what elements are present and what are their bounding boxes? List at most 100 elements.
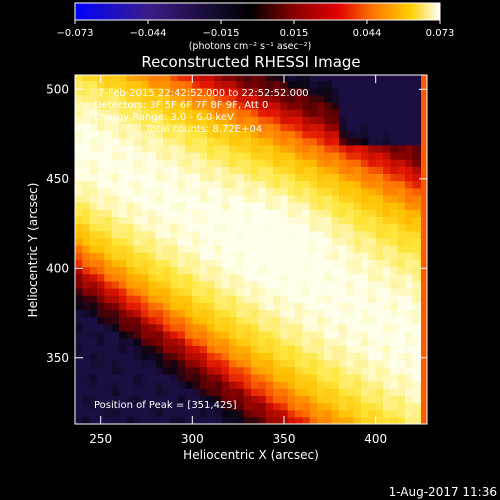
heatmap-cell	[258, 302, 267, 311]
heatmap-cell	[185, 223, 193, 232]
heatmap-cell	[133, 381, 142, 389]
heatmap-cell	[192, 202, 201, 210]
heatmap-cell	[353, 223, 362, 232]
heatmap-cell	[405, 409, 413, 418]
heatmap-cell	[243, 266, 252, 275]
heatmap-cell	[346, 101, 355, 110]
heatmap-cell	[199, 116, 208, 124]
heatmap-cell	[111, 323, 120, 332]
heatmap-cell	[104, 109, 113, 117]
heatmap-cell	[214, 180, 223, 189]
heatmap-cell	[119, 330, 127, 339]
heatmap-cell	[331, 144, 340, 153]
heatmap-cell	[236, 316, 245, 325]
heatmap-cell	[126, 116, 135, 124]
heatmap-cell	[133, 330, 142, 339]
heatmap-cell	[141, 323, 149, 332]
x-tick-label: 400	[364, 432, 387, 446]
heatmap-cell	[397, 302, 406, 311]
heatmap-cell	[368, 202, 377, 210]
heatmap-cell	[405, 352, 413, 361]
heatmap-cell	[346, 273, 355, 282]
heatmap-cell	[236, 302, 245, 311]
heatmap-cell	[412, 230, 421, 239]
heatmap-cell	[185, 309, 193, 318]
heatmap-cell	[353, 402, 362, 411]
heatmap-cell	[353, 209, 362, 217]
heatmap-cell	[390, 159, 399, 167]
heatmap-cell	[119, 338, 127, 346]
heatmap-cell	[412, 359, 421, 368]
heatmap-cell	[353, 109, 362, 117]
heatmap-cell	[75, 159, 83, 167]
heatmap-cell	[207, 395, 215, 404]
heatmap-cell	[75, 144, 83, 153]
heatmap-cell	[375, 166, 384, 175]
y-axis-label: Heliocentric Y (arcsec)	[26, 183, 40, 318]
heatmap-cell	[119, 381, 127, 389]
heatmap-cell	[287, 409, 296, 418]
heatmap-cell	[280, 230, 289, 239]
heatmap-cell	[192, 237, 201, 246]
heatmap-cell	[243, 194, 252, 203]
heatmap-cell	[346, 287, 355, 296]
heatmap-cell	[97, 388, 105, 396]
heatmap-cell	[243, 75, 252, 81]
heatmap-cell	[258, 287, 267, 296]
heatmap-cell	[346, 230, 355, 239]
heatmap-cell	[133, 109, 142, 117]
heatmap-cell	[177, 187, 186, 196]
heatmap-cell	[243, 302, 252, 311]
heatmap-cell	[309, 101, 318, 110]
heatmap-cell	[353, 216, 362, 225]
heatmap-cell	[339, 266, 347, 275]
heatmap-cell	[177, 173, 186, 182]
heatmap-cell	[97, 123, 105, 132]
heatmap-cell	[133, 166, 142, 175]
heatmap-cell	[273, 130, 281, 139]
heatmap-cell	[295, 159, 303, 167]
heatmap-cell	[273, 402, 281, 411]
heatmap-cell	[375, 345, 384, 354]
heatmap-cell	[258, 395, 267, 404]
heatmap-cell	[133, 130, 142, 139]
heatmap-cell	[133, 159, 142, 167]
heatmap-cell	[251, 409, 259, 418]
heatmap-cell	[214, 80, 223, 89]
heatmap-cell	[155, 280, 164, 289]
heatmap-cell	[375, 287, 384, 296]
heatmap-cell	[273, 266, 281, 275]
heatmap-cell	[280, 338, 289, 346]
heatmap-cell	[148, 137, 157, 146]
heatmap-cell	[243, 345, 252, 354]
heatmap-cell	[221, 209, 230, 217]
heatmap-cell	[361, 395, 369, 404]
heatmap-cell	[317, 373, 325, 382]
heatmap-cell	[141, 187, 149, 196]
heatmap-cell	[295, 109, 303, 117]
heatmap-cell	[221, 130, 230, 139]
heatmap-cell	[119, 409, 127, 418]
heatmap-cell	[353, 359, 362, 368]
heatmap-cell	[331, 237, 340, 246]
heatmap-cell	[265, 416, 274, 424]
heatmap-cell	[236, 144, 245, 153]
heatmap-cell	[97, 345, 105, 354]
heatmap-cell	[126, 287, 135, 296]
heatmap-cell	[368, 151, 377, 160]
heatmap-cell	[82, 87, 91, 96]
heatmap-cell	[346, 395, 355, 404]
heatmap-cell	[243, 402, 252, 411]
heatmap-cell	[331, 94, 340, 103]
heatmap-cell	[111, 388, 120, 396]
heatmap-cell	[287, 273, 296, 282]
heatmap-cell	[273, 109, 281, 117]
heatmap-cell	[97, 245, 105, 253]
heatmap-cell	[111, 302, 120, 311]
heatmap-cell	[331, 309, 340, 318]
heatmap-cell	[199, 75, 208, 81]
heatmap-cell	[383, 259, 391, 268]
heatmap-cell	[141, 330, 149, 339]
heatmap-cell	[287, 94, 296, 103]
heatmap-cell	[148, 280, 157, 289]
